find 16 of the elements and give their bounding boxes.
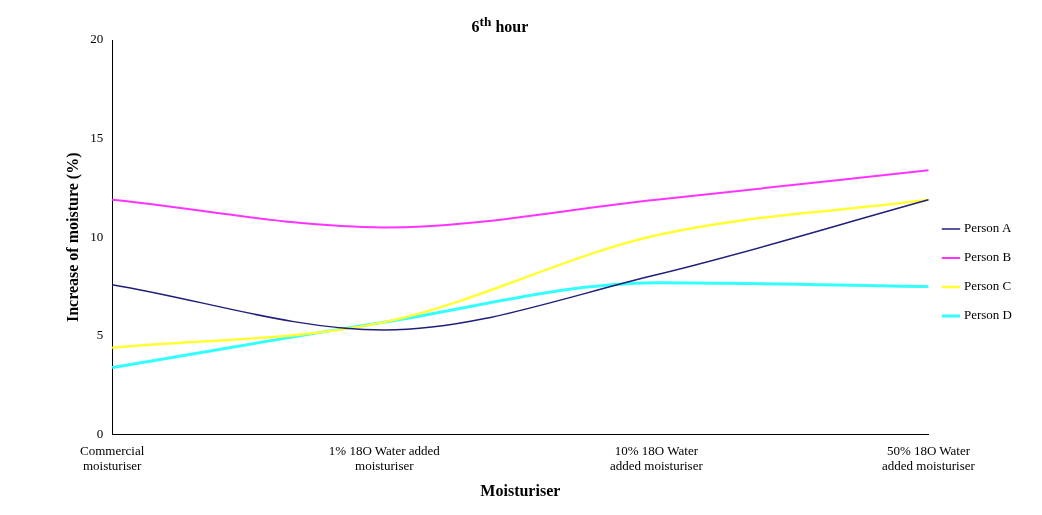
x-tick-label: 50% 18O Water added moisturiser (882, 442, 976, 474)
legend-label: Person C (963, 278, 1012, 294)
y-tick-label: 0 (96, 426, 104, 442)
x-tick-label: Commercial moisturiser (80, 442, 145, 474)
legend-label: Person A (963, 220, 1012, 236)
y-tick-label: 20 (90, 31, 104, 47)
y-tick-label: 5 (96, 327, 104, 343)
y-tick-label: 10 (90, 228, 104, 244)
chart-title: 6$^{th}$ hour (471, 14, 529, 36)
y-tick-label: 15 (90, 130, 104, 146)
legend-label: Person D (963, 307, 1012, 323)
x-tick-label: 1% 18O Water added moisturiser (328, 442, 441, 474)
y-axis-title: Increase of moisture (%) (63, 152, 82, 323)
x-tick-label: 10% 18O Water added moisturiser (609, 442, 704, 474)
x-axis-title: Moisturiser (480, 481, 561, 499)
legend-label: Person B (963, 249, 1012, 265)
